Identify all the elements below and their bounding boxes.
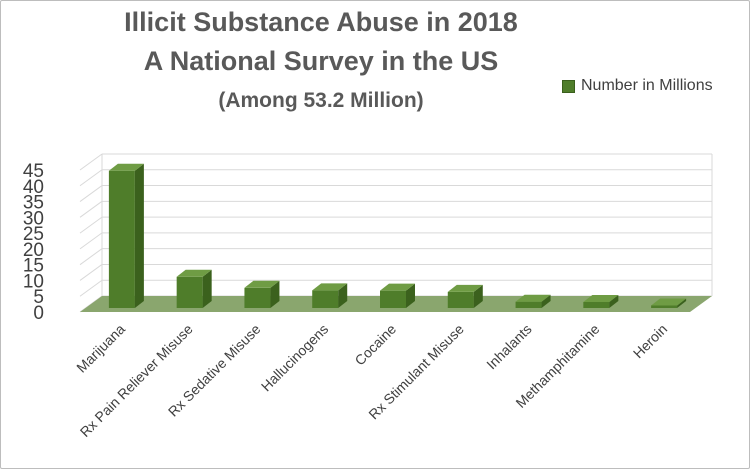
gridline-side xyxy=(79,169,103,187)
bar-top xyxy=(244,280,280,288)
bar-side xyxy=(473,284,483,308)
bar-front xyxy=(583,302,610,308)
bar-top xyxy=(515,294,551,302)
bar-top xyxy=(312,283,348,291)
gridline-side xyxy=(79,248,103,266)
y-tick-label: 10 xyxy=(23,271,44,292)
bar-top xyxy=(447,284,483,292)
legend-label: Number in Millions xyxy=(581,77,713,94)
bar-front xyxy=(447,291,474,308)
chart-subtitle: A National Survey in the US xyxy=(143,46,499,76)
bar-front xyxy=(176,276,203,308)
bar-top xyxy=(583,295,619,303)
chart-subtitle-2: (Among 53.2 Million) xyxy=(218,89,424,112)
legend: Number in Millions xyxy=(562,77,713,95)
gridline-side xyxy=(79,153,103,171)
gridline-side xyxy=(79,279,103,297)
bar-front xyxy=(108,170,135,308)
bar-side xyxy=(677,298,687,308)
gridline-side xyxy=(79,185,103,202)
bar-side xyxy=(134,163,144,308)
y-tick-label: 40 xyxy=(23,177,44,198)
bar-front xyxy=(515,301,542,308)
bar-side xyxy=(541,294,551,308)
y-tick-label: 20 xyxy=(23,240,44,261)
bar-side xyxy=(609,295,619,308)
y-tick-label: 25 xyxy=(23,224,44,245)
gridline-side xyxy=(79,264,103,281)
bar-front xyxy=(380,290,406,308)
x-tick-label: Hallucinogens xyxy=(258,321,332,395)
x-tick-label: Heroin xyxy=(630,321,670,361)
bar-front xyxy=(312,290,339,308)
bar-side xyxy=(202,269,212,308)
gridline-side xyxy=(79,200,103,218)
y-tick-label: 0 xyxy=(33,303,44,324)
bar-side xyxy=(270,280,280,308)
bar-top xyxy=(380,283,415,291)
gridline-side xyxy=(79,216,103,234)
legend-swatch xyxy=(562,79,575,93)
bar-top xyxy=(108,163,144,171)
bar-top xyxy=(651,298,687,306)
x-tick-label: Marijuana xyxy=(73,321,128,376)
y-tick-label: 5 xyxy=(33,287,44,308)
bar-side xyxy=(406,283,415,308)
x-tick-label: Inhalants xyxy=(483,321,534,372)
gridline-side xyxy=(79,232,103,250)
bar-top xyxy=(176,269,212,277)
x-tick-label: Rx Pain Reliever Misuse xyxy=(77,321,196,440)
bar-side xyxy=(338,283,348,308)
y-tick-label: 15 xyxy=(23,256,44,277)
y-tick-label: 30 xyxy=(23,208,44,229)
y-tick-label: 35 xyxy=(23,193,44,214)
bar-front xyxy=(244,287,271,308)
chart-title: Illicit Substance Abuse in 2018 xyxy=(124,7,518,37)
x-tick-label: Cocaine xyxy=(351,321,399,369)
y-tick-label: 45 xyxy=(23,161,44,182)
bar-front xyxy=(651,305,678,308)
